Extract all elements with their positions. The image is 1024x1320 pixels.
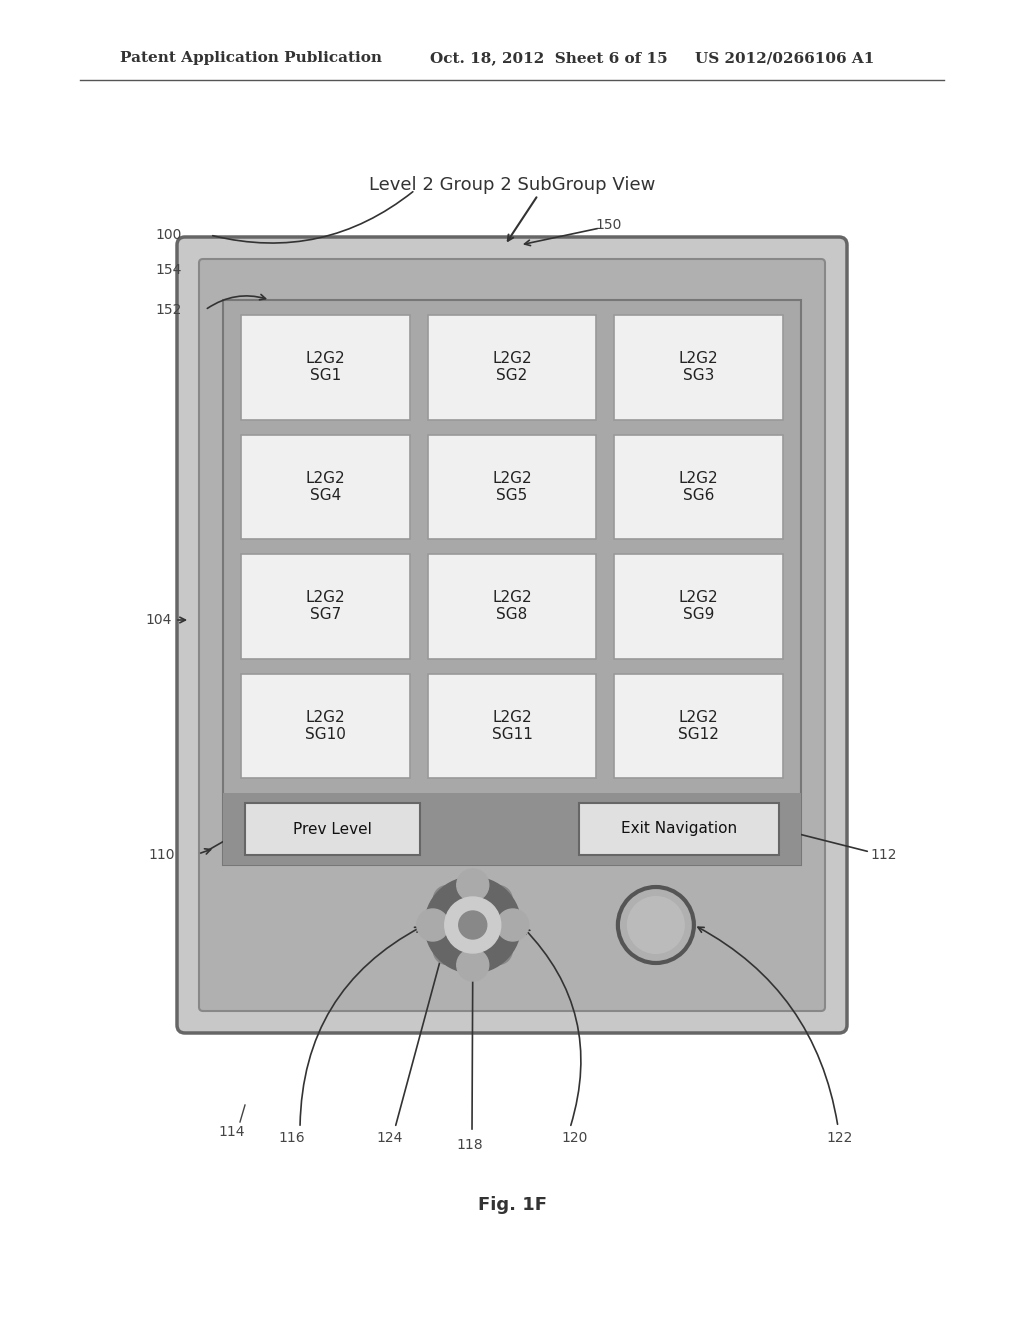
Text: 110: 110 <box>148 847 174 862</box>
Circle shape <box>444 898 501 953</box>
Circle shape <box>459 875 486 903</box>
FancyBboxPatch shape <box>177 238 847 1034</box>
Text: 112: 112 <box>870 847 896 862</box>
Text: 120: 120 <box>562 1131 588 1144</box>
Circle shape <box>484 886 512 913</box>
Circle shape <box>457 869 488 902</box>
FancyBboxPatch shape <box>199 259 825 1011</box>
FancyBboxPatch shape <box>241 315 410 420</box>
FancyBboxPatch shape <box>614 434 783 539</box>
Text: Prev Level: Prev Level <box>293 821 372 837</box>
FancyBboxPatch shape <box>579 803 779 855</box>
Text: L2G2
SG5: L2G2 SG5 <box>493 470 531 503</box>
Circle shape <box>495 911 523 939</box>
Text: 100: 100 <box>155 228 181 242</box>
FancyBboxPatch shape <box>428 554 596 659</box>
Text: L2G2
SG6: L2G2 SG6 <box>679 470 719 503</box>
FancyBboxPatch shape <box>614 554 783 659</box>
Circle shape <box>459 946 486 975</box>
FancyBboxPatch shape <box>614 673 783 777</box>
Text: L2G2
SG2: L2G2 SG2 <box>493 351 531 383</box>
Text: L2G2
SG4: L2G2 SG4 <box>305 470 345 503</box>
Text: US 2012/0266106 A1: US 2012/0266106 A1 <box>695 51 874 65</box>
FancyBboxPatch shape <box>428 673 596 777</box>
Circle shape <box>459 911 486 939</box>
Text: 150: 150 <box>595 218 622 232</box>
Circle shape <box>433 936 461 965</box>
FancyBboxPatch shape <box>241 554 410 659</box>
FancyBboxPatch shape <box>614 315 783 420</box>
FancyBboxPatch shape <box>245 803 420 855</box>
Text: 116: 116 <box>279 1131 305 1144</box>
Circle shape <box>423 911 451 939</box>
FancyBboxPatch shape <box>428 434 596 539</box>
Circle shape <box>425 876 521 973</box>
Text: L2G2
SG3: L2G2 SG3 <box>679 351 719 383</box>
Circle shape <box>457 949 488 981</box>
FancyBboxPatch shape <box>223 793 801 865</box>
Text: Patent Application Publication: Patent Application Publication <box>120 51 382 65</box>
FancyBboxPatch shape <box>223 300 801 865</box>
FancyBboxPatch shape <box>241 673 410 777</box>
Text: L2G2
SG8: L2G2 SG8 <box>493 590 531 623</box>
FancyBboxPatch shape <box>428 315 596 420</box>
Text: 152: 152 <box>155 304 181 317</box>
Circle shape <box>628 898 684 953</box>
Text: L2G2
SG12: L2G2 SG12 <box>678 710 719 742</box>
Text: L2G2
SG7: L2G2 SG7 <box>305 590 345 623</box>
Text: 124: 124 <box>377 1131 403 1144</box>
Circle shape <box>417 909 449 941</box>
Circle shape <box>433 886 461 913</box>
Circle shape <box>497 909 528 941</box>
Text: Exit Navigation: Exit Navigation <box>621 821 737 837</box>
Text: L2G2
SG1: L2G2 SG1 <box>305 351 345 383</box>
Text: 118: 118 <box>457 1138 483 1152</box>
Text: L2G2
SG9: L2G2 SG9 <box>679 590 719 623</box>
Text: 104: 104 <box>145 612 171 627</box>
FancyBboxPatch shape <box>241 434 410 539</box>
Text: Level 2 Group 2 SubGroup View: Level 2 Group 2 SubGroup View <box>369 176 655 194</box>
Text: Oct. 18, 2012  Sheet 6 of 15: Oct. 18, 2012 Sheet 6 of 15 <box>430 51 668 65</box>
Text: L2G2
SG10: L2G2 SG10 <box>305 710 346 742</box>
Text: L2G2
SG11: L2G2 SG11 <box>492 710 532 742</box>
Text: 114: 114 <box>219 1125 246 1139</box>
Text: Fig. 1F: Fig. 1F <box>477 1196 547 1214</box>
Text: 122: 122 <box>826 1131 853 1144</box>
Text: 154: 154 <box>155 263 181 277</box>
Circle shape <box>484 936 512 965</box>
